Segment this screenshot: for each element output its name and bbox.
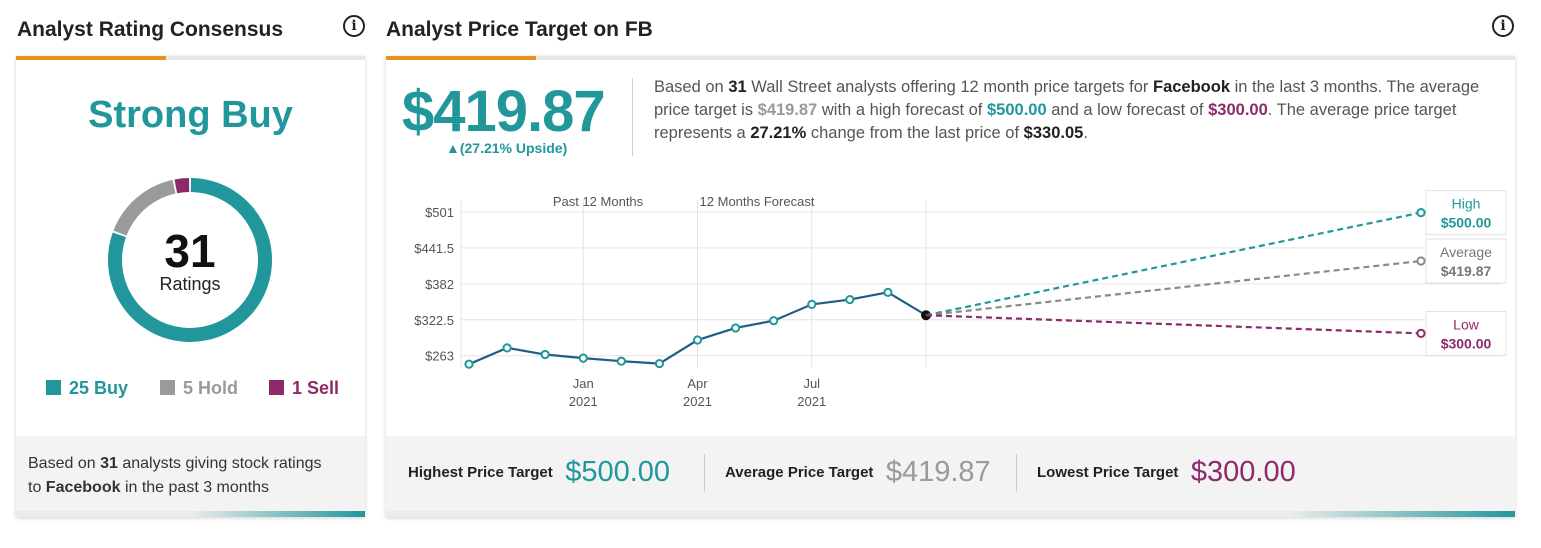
forecast-high-line <box>925 211 1422 317</box>
footer-gradient-bar <box>16 511 365 517</box>
tab-track <box>386 56 1515 60</box>
price-target-footer: Highest Price Target $500.00 Average Pri… <box>386 436 1515 513</box>
tab-accent-bar <box>16 56 166 60</box>
ratings-total: 31 <box>164 225 216 277</box>
legend-buy-swatch <box>46 380 61 395</box>
y-tick-label: $263 <box>425 349 454 364</box>
x-tick-month: Jul <box>803 376 820 391</box>
rating-card: Strong Buy 31 Ratings 25 Buy 5 Hold 1 Se… <box>16 56 365 517</box>
y-tick-label: $501 <box>425 205 454 220</box>
summary-average: $419.87 <box>757 101 818 119</box>
lowest-target: Lowest Price Target $300.00 <box>1037 456 1296 489</box>
price-point <box>654 358 665 369</box>
footer-divider <box>1016 454 1017 492</box>
price-point <box>692 335 703 345</box>
tab-track <box>16 56 365 60</box>
forecast-average-label: Average <box>1440 244 1492 260</box>
summary-company: Facebook <box>1152 78 1231 96</box>
x-tick-year: 2021 <box>683 394 712 409</box>
footer-analyst-count: 31 <box>100 455 118 472</box>
price-point <box>578 353 588 363</box>
forecast-low-label: Low <box>1453 316 1480 332</box>
rating-footer: Based on 31 analysts giving stock rating… <box>16 436 365 513</box>
tab-accent-bar <box>386 56 536 60</box>
legend-buy: 25 Buy <box>46 378 128 399</box>
info-icon[interactable]: i <box>343 15 365 37</box>
legend-hold-swatch <box>160 380 175 395</box>
section-label-forecast: 12 Months Forecast <box>700 194 815 209</box>
summary-analyst-count: 31 <box>728 78 747 96</box>
average-target: Average Price Target $419.87 <box>725 456 991 489</box>
target-panel-title: Analyst Price Target on FB <box>386 18 653 41</box>
price-point <box>845 294 855 305</box>
footer-divider <box>704 454 705 492</box>
footer-text: in the past 3 months <box>124 479 270 496</box>
forecast-average-line <box>925 259 1422 317</box>
highest-target-label: Highest Price Target <box>408 464 553 481</box>
average-price-target: $419.87 <box>402 79 606 144</box>
forecast-average-point <box>1416 256 1426 266</box>
summary-last-price: $330.05 <box>1023 124 1084 142</box>
x-tick-year: 2021 <box>569 394 598 409</box>
header-divider <box>632 78 633 156</box>
forecast-low-point <box>1416 328 1426 338</box>
price-point <box>807 299 817 309</box>
legend-hold-label: 5 Hold <box>183 378 239 398</box>
forecast-high-value: $500.00 <box>1441 215 1492 231</box>
price-point <box>616 356 626 366</box>
x-tick-month: Jan <box>573 376 594 391</box>
x-tick-year: 2021 <box>797 394 826 409</box>
legend-buy-label: 25 Buy <box>69 378 129 398</box>
x-tick-month: Apr <box>687 376 708 391</box>
forecast-high-callout <box>1425 190 1507 236</box>
forecast-high-label: High <box>1452 196 1481 212</box>
average-target-value: $419.87 <box>885 456 991 488</box>
forecast-average-callout <box>1425 238 1507 284</box>
highest-target-value: $500.00 <box>565 456 671 488</box>
upside-percentage: ▲(27.21% Upside) <box>446 140 568 156</box>
legend-sell-swatch <box>269 380 284 395</box>
summary-change: 27.21% <box>750 124 807 142</box>
summary-high: $500.00 <box>987 101 1047 119</box>
price-target-chart: $501 $441.5 $382 $322.5 $263 Past 12 Months 12… <box>414 190 1507 409</box>
forecast-low-value: $300.00 <box>1441 335 1492 351</box>
legend-sell-label: 1 Sell <box>292 378 340 398</box>
forecast-high-point <box>1416 208 1426 218</box>
forecast-average-value: $419.87 <box>1441 263 1492 279</box>
summary-low: $300.00 <box>1208 101 1268 119</box>
legend-sell: 1 Sell <box>269 378 339 399</box>
ratings-total-label: Ratings <box>159 274 221 294</box>
legend-hold: 5 Hold <box>160 378 238 399</box>
y-tick-label: $441.5 <box>414 241 454 256</box>
price-point <box>540 349 550 360</box>
footer-text: to <box>28 479 42 496</box>
ratings-donut-chart <box>107 178 273 342</box>
forecast-low-line <box>925 314 1422 335</box>
highest-target: Highest Price Target $500.00 <box>408 456 670 489</box>
price-point <box>769 316 779 326</box>
footer-text: analysts giving stock ratings <box>122 455 322 472</box>
footer-text: Based on <box>28 455 96 472</box>
price-point <box>464 359 474 369</box>
y-tick-label: $322.5 <box>414 313 454 328</box>
donut-segment-hold <box>113 179 176 236</box>
price-target-card: $419.87 ▲(27.21% Upside) Based on 31 Wal… <box>386 56 1515 517</box>
average-target-label: Average Price Target <box>725 464 874 481</box>
consensus-rating: Strong Buy <box>88 94 293 136</box>
info-icon[interactable]: i <box>1492 15 1514 37</box>
footer-company-link[interactable]: Facebook <box>45 479 121 496</box>
rating-panel-title: Analyst Rating Consensus <box>17 18 284 41</box>
section-label-past: Past 12 Months <box>553 194 644 209</box>
y-tick-label: $382 <box>425 277 454 292</box>
price-point <box>730 323 741 333</box>
price-point <box>883 287 893 297</box>
lowest-target-value: $300.00 <box>1190 456 1296 488</box>
price-point <box>502 343 512 353</box>
donut-segment-sell <box>174 178 190 194</box>
forecast-low-callout <box>1425 310 1507 356</box>
lowest-target-label: Lowest Price Target <box>1037 464 1179 481</box>
price-target-summary: Based on 31 Wall Street analysts offerin… <box>654 78 1480 142</box>
footer-gradient-bar <box>386 511 1515 517</box>
